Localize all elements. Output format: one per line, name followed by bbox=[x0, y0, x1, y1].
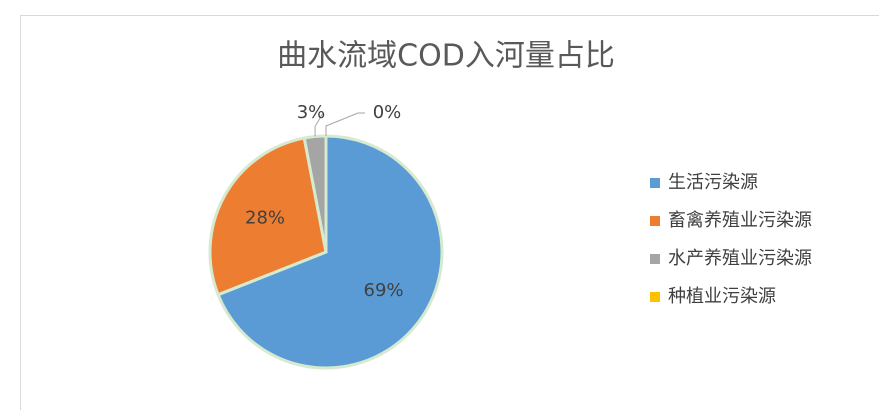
legend-swatch bbox=[650, 178, 660, 188]
data-label: 69% bbox=[364, 280, 404, 301]
legend-label: 水产养殖业污染源 bbox=[668, 247, 812, 269]
data-label: 0% bbox=[373, 102, 402, 123]
legend-swatch bbox=[650, 254, 660, 264]
legend-label: 生活污染源 bbox=[668, 172, 758, 193]
leader-line bbox=[325, 112, 365, 136]
chart-title: 曲水流域COD入河量占比 bbox=[277, 39, 615, 74]
legend-swatch bbox=[650, 216, 660, 226]
data-label: 28% bbox=[245, 207, 285, 228]
pie-slice bbox=[208, 136, 328, 297]
legend-label: 畜禽养殖业污染源 bbox=[668, 209, 812, 231]
data-label: 3% bbox=[297, 102, 326, 123]
legend-label: 种植业污染源 bbox=[668, 286, 776, 307]
leader-line bbox=[314, 112, 324, 137]
pie-slice bbox=[216, 134, 444, 370]
legend-swatch bbox=[650, 292, 660, 302]
